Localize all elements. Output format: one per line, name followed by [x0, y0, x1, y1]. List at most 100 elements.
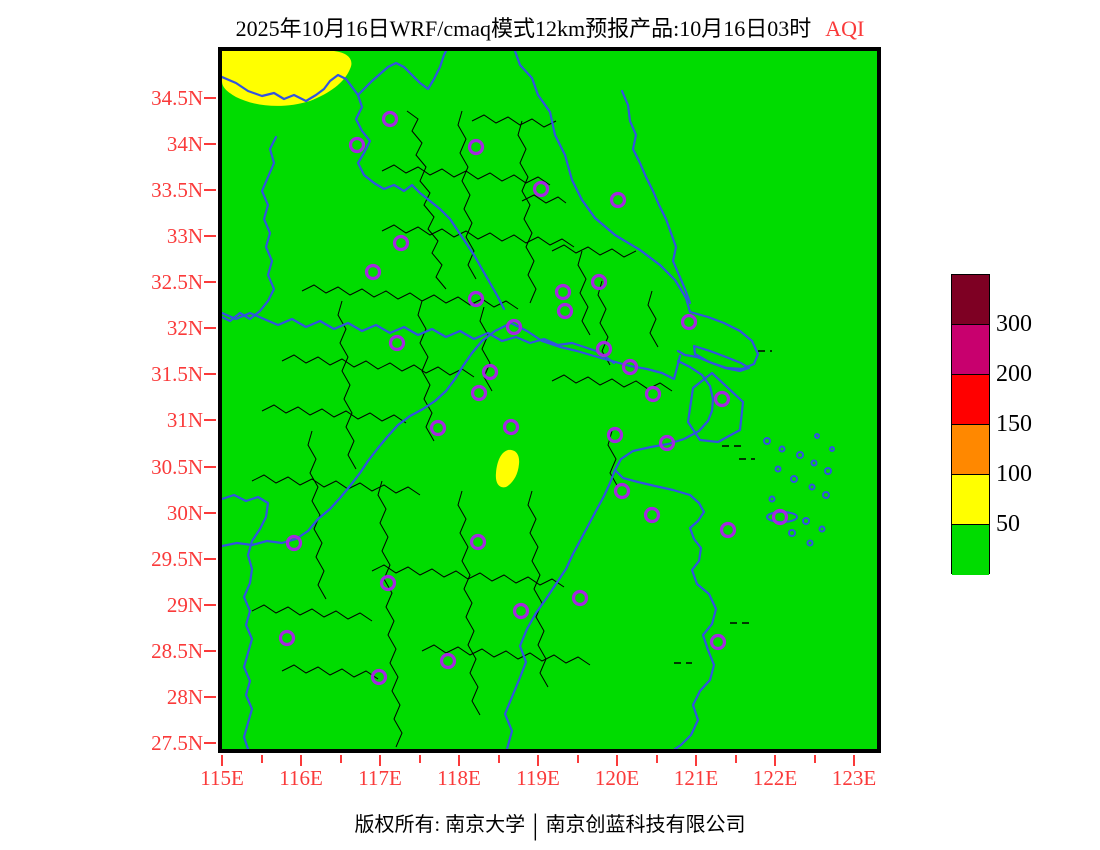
lat-tick-29N	[204, 603, 216, 606]
lon-minor-tick-7	[813, 755, 816, 763]
colorbar-label-50: 50	[996, 511, 1020, 537]
island-dash-marks	[674, 350, 772, 664]
lat-tick-30.5N	[204, 465, 216, 468]
lat-label-34N: 34N	[166, 132, 203, 157]
city-marker-5	[392, 234, 410, 252]
yellow-patch-center	[495, 449, 520, 488]
lat-label-33.5N: 33.5N	[151, 178, 203, 203]
lat-tick-31N	[204, 419, 216, 422]
city-marker-0	[381, 110, 399, 128]
lat-label-29N: 29N	[166, 592, 203, 617]
lat-tick-28.5N	[204, 649, 216, 652]
lon-tick-116E	[300, 755, 302, 766]
river-north	[222, 51, 448, 103]
city-marker-11	[388, 334, 406, 352]
city-marker-4	[609, 191, 627, 209]
county-boundaries	[251, 110, 673, 748]
city-marker-21	[658, 434, 676, 452]
taihu-lake	[686, 371, 745, 444]
city-markers	[278, 110, 789, 686]
city-marker-14	[595, 340, 613, 358]
grand-canal-east	[620, 89, 692, 305]
lon-label-120E: 120E	[594, 766, 640, 790]
title-variable-aqi: AQI	[825, 16, 865, 41]
colorbar-segment-1	[952, 325, 989, 375]
lat-label-28.5N: 28.5N	[151, 638, 203, 663]
province-boundary-west-north	[222, 135, 278, 323]
city-marker-20	[606, 426, 624, 444]
colorbar-label-200: 200	[996, 361, 1032, 387]
city-marker-30	[379, 574, 397, 592]
lat-tick-30N	[204, 511, 216, 514]
lon-label-119E: 119E	[516, 766, 560, 790]
lat-tick-31.5N	[204, 373, 216, 376]
lon-tick-121E	[695, 755, 697, 766]
lon-label-116E: 116E	[279, 766, 323, 790]
province-boundary-west-south	[222, 493, 270, 749]
qiantang-river	[503, 468, 617, 749]
city-marker-27	[719, 521, 737, 539]
city-marker-12	[505, 318, 523, 336]
lon-tick-123E	[853, 755, 855, 766]
city-marker-6	[364, 263, 382, 281]
city-marker-3	[532, 180, 550, 198]
city-marker-22	[429, 419, 447, 437]
lon-label-123E: 123E	[831, 766, 877, 790]
huai-river	[222, 311, 616, 365]
lat-label-29.5N: 29.5N	[151, 546, 203, 571]
colorbar-segment-0	[952, 275, 989, 325]
colorbar-segment-5	[952, 525, 989, 575]
lon-tick-118E	[458, 755, 460, 766]
lon-minor-tick-6	[734, 755, 737, 763]
lat-tick-34N	[204, 143, 216, 146]
lat-tick-27.5N	[204, 741, 216, 744]
lon-tick-115E	[221, 755, 223, 766]
copyright-separator: |	[533, 808, 538, 842]
aqi-map	[222, 51, 877, 749]
lon-minor-tick-4	[576, 755, 579, 763]
lat-tick-33.5N	[204, 189, 216, 192]
city-marker-29	[469, 533, 487, 551]
lat-label-31N: 31N	[166, 408, 203, 433]
canal-branch	[354, 93, 506, 311]
city-marker-15	[481, 363, 499, 381]
city-marker-34	[709, 633, 727, 651]
colorbar-segment-4	[952, 475, 989, 525]
lon-minor-tick-5	[655, 755, 658, 763]
lat-tick-32.5N	[204, 281, 216, 284]
yangtze-river	[222, 321, 682, 548]
lon-minor-tick-0	[260, 755, 263, 763]
city-marker-1	[348, 136, 366, 154]
lon-minor-tick-1	[339, 755, 342, 763]
city-marker-19	[470, 384, 488, 402]
copyright-right: 南京创蓝科技有限公司	[545, 814, 746, 836]
city-marker-23	[502, 418, 520, 436]
colorbar-label-300: 300	[996, 311, 1032, 337]
page-title: 2025年10月16日WRF/cmaq模式12km预报产品:10月16日03时 A…	[0, 11, 1100, 43]
lon-label-118E: 118E	[437, 766, 481, 790]
colorbar-label-150: 150	[996, 411, 1032, 437]
lat-label-32.5N: 32.5N	[151, 270, 203, 295]
city-marker-2	[467, 138, 485, 156]
city-marker-32	[512, 602, 530, 620]
lat-tick-34.5N	[204, 97, 216, 99]
city-marker-10	[467, 290, 485, 308]
lon-label-115E: 115E	[200, 766, 244, 790]
lon-label-117E: 117E	[358, 766, 402, 790]
lat-label-27.5N: 27.5N	[151, 730, 203, 755]
lat-label-31.5N: 31.5N	[151, 362, 203, 387]
lat-label-34.5N: 34.5N	[151, 86, 203, 110]
city-marker-28	[285, 534, 303, 552]
copyright-footer: 版权所有: 南京大学 | 南京创蓝科技有限公司	[0, 808, 1100, 841]
lat-tick-33N	[204, 235, 216, 238]
lon-tick-120E	[616, 755, 618, 766]
colorbar-segment-3	[952, 425, 989, 475]
city-marker-33	[278, 629, 296, 647]
lat-label-32N: 32N	[166, 316, 203, 341]
city-marker-8	[554, 283, 572, 301]
city-marker-13	[680, 313, 698, 331]
lat-label-33N: 33N	[166, 224, 203, 249]
lon-tick-122E	[774, 755, 776, 766]
aqi-colorbar	[951, 274, 990, 575]
city-marker-18	[713, 390, 731, 408]
